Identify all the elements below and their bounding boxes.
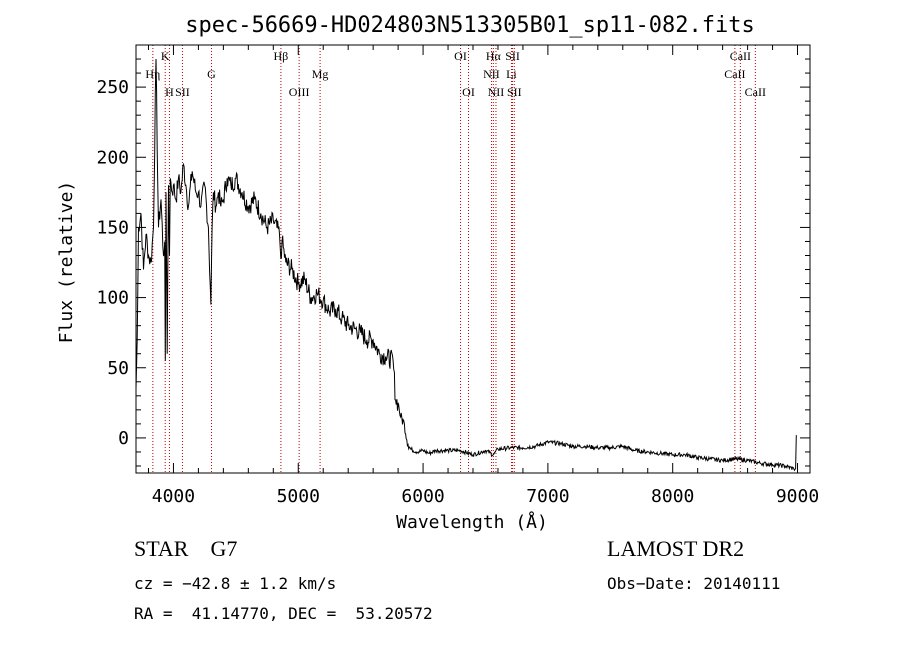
x-axis-label: Wavelength (Å): [396, 511, 548, 533]
x-tick-label: 6000: [401, 486, 444, 507]
y-tick-label: 250: [96, 77, 129, 98]
spectrum-line: [135, 58, 797, 472]
y-tick-label: 150: [96, 217, 129, 238]
chart-title: spec-56669-HD024803N513305B01_sp11-082.f…: [185, 13, 755, 38]
line-marker-label: CaII: [745, 85, 766, 99]
line-marker-label: CaII: [724, 67, 745, 81]
line-marker-label: SII: [175, 85, 190, 99]
x-tick-label: 7000: [526, 486, 569, 507]
line-marker-label: H: [165, 85, 174, 99]
line-marker-label: SII: [507, 85, 522, 99]
observation-date: Obs−Date: 20140111: [607, 574, 781, 593]
emission-line-markers: [152, 45, 756, 473]
x-tick-label: 9000: [776, 486, 819, 507]
y-tick-label: 0: [118, 428, 129, 449]
object-type: STAR: [134, 536, 189, 561]
line-marker-label: CaII: [730, 49, 751, 63]
redshift-velocity: cz = −42.8 ± 1.2 km/s: [134, 574, 337, 593]
x-axis-ticks: 4000 5000 6000 7000 8000 9000: [147, 45, 819, 507]
line-marker-label: OIII: [289, 85, 310, 99]
line-marker-label: Hη: [145, 67, 160, 81]
y-tick-label: 50: [107, 358, 129, 379]
plot-frame: [135, 44, 811, 474]
line-marker-label: NII: [488, 85, 505, 99]
y-tick-label: 200: [96, 147, 129, 168]
survey-name: LAMOST DR2: [607, 536, 745, 561]
x-tick-label: 4000: [152, 486, 195, 507]
y-axis-ticks: 0 50 100 150 200 250: [96, 44, 810, 467]
line-marker-label: OI: [462, 85, 475, 99]
object-class: STAR G7: [134, 536, 237, 562]
line-marker-label: SII: [505, 49, 520, 63]
line-marker-label: Li: [506, 67, 517, 81]
y-axis-label: Flux (relative): [56, 181, 77, 344]
line-marker-label: G: [207, 67, 216, 81]
emission-line-labels: HηHKSIIGHβOIIIMgOIOIHαNIINIISIILiSIICaII…: [145, 49, 766, 99]
y-tick-label: 100: [96, 288, 129, 309]
line-marker-label: OI: [454, 49, 467, 63]
x-tick-label: 8000: [651, 486, 694, 507]
line-marker-label: NII: [483, 67, 500, 81]
spectral-subclass: G7: [210, 536, 238, 561]
line-marker-label: Hβ: [274, 49, 289, 63]
line-marker-label: Mg: [312, 67, 329, 81]
line-marker-label: Hα: [486, 49, 502, 63]
line-marker-label: K: [161, 49, 170, 63]
coordinates: RA = 41.14770, DEC = 53.20572: [134, 604, 433, 623]
x-tick-label: 5000: [277, 486, 320, 507]
